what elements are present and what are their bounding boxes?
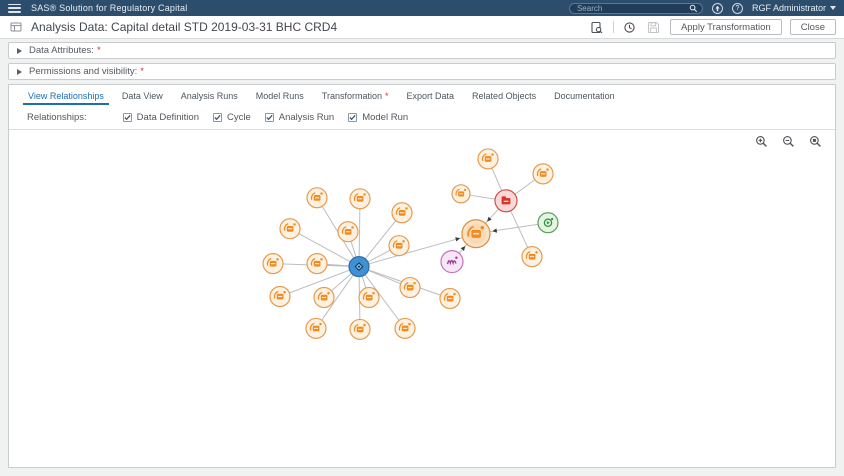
search-input[interactable] (576, 3, 689, 13)
relationship-graph-canvas[interactable] (9, 130, 835, 467)
zoom-fit-icon[interactable] (807, 134, 823, 148)
user-name: RGF Administrator (751, 3, 826, 13)
edge-arrowhead (487, 216, 492, 222)
graph-node-d4[interactable] (279, 218, 301, 240)
apply-transformation-button[interactable]: Apply Transformation (669, 19, 782, 35)
tab-label: Export Data (406, 91, 455, 101)
graph-node-d8[interactable] (306, 253, 328, 275)
graph-node-d5[interactable] (337, 221, 359, 243)
required-asterisk: * (96, 45, 101, 56)
graph-node-hub[interactable] (461, 219, 491, 249)
graph-node-d10[interactable] (269, 285, 291, 308)
graph-node-d2[interactable] (349, 188, 371, 210)
graph-node-pink[interactable] (440, 250, 464, 274)
tab-label: View Relationships (28, 91, 104, 101)
main-panel: View Relationships Data View Analysis Runs… (8, 84, 836, 468)
app-title: SAS® Solution for Regulatory Capital (31, 3, 188, 13)
graph-controls (753, 134, 823, 148)
save-icon[interactable] (646, 19, 662, 35)
filter-label: Data Definition (136, 111, 199, 123)
graph-node-d9[interactable] (399, 276, 421, 299)
filter-model-run[interactable]: Model Run (348, 112, 408, 123)
relationships-label: Relationships: (27, 111, 87, 123)
tab-analysis-runs[interactable]: Analysis Runs (172, 88, 247, 105)
edge-arrowhead (455, 237, 461, 242)
filter-divider (9, 129, 835, 130)
tab-model-runs[interactable]: Model Runs (247, 88, 313, 105)
graph-node-d13[interactable] (439, 287, 461, 310)
zoom-in-icon[interactable] (753, 134, 769, 148)
analysis-data-icon (10, 21, 22, 33)
graph-node-c2[interactable] (532, 163, 554, 185)
caret-right-icon (17, 68, 22, 75)
graph-node-green[interactable] (537, 212, 559, 234)
tab-label: Documentation (554, 91, 615, 101)
tab-transformation[interactable]: Transformation * (313, 88, 398, 105)
tab-label: Model Runs (255, 91, 304, 101)
filter-label: Model Run (362, 111, 409, 123)
search-icon[interactable] (689, 4, 698, 13)
chevron-down-icon (830, 6, 836, 10)
preview-icon[interactable] (589, 19, 605, 35)
checkbox-model-run[interactable] (348, 112, 358, 122)
user-menu[interactable]: RGF Administrator (752, 3, 836, 13)
tab-label: Analysis Runs (180, 91, 238, 101)
required-asterisk: * (140, 66, 144, 77)
filter-cycle[interactable]: Cycle (212, 111, 251, 123)
user-icon[interactable] (711, 2, 723, 14)
tab-label: Related Objects (472, 91, 537, 101)
graph-node-focus[interactable] (348, 256, 370, 278)
filter-label: Analysis Run (278, 111, 335, 123)
filter-label: Cycle (226, 111, 251, 123)
tab-related-objects[interactable]: Related Objects (463, 88, 545, 105)
graph-node-d11[interactable] (313, 286, 335, 309)
checkbox-analysis-run[interactable] (264, 112, 274, 122)
relationship-graph (9, 130, 835, 467)
data-attributes-panel[interactable]: Data Attributes: * (8, 42, 836, 59)
zoom-out-icon[interactable] (780, 134, 796, 148)
checkbox-cycle[interactable] (212, 112, 222, 122)
caret-right-icon (17, 47, 22, 54)
tab-export-data[interactable]: Export Data (398, 88, 464, 105)
checkbox-data-definition[interactable] (122, 112, 132, 122)
graph-node-d12[interactable] (358, 286, 380, 309)
graph-node-d7[interactable] (262, 253, 284, 275)
tab-label: Data View (121, 91, 163, 101)
edge-arrowhead (460, 246, 466, 252)
help-icon[interactable]: ? (731, 2, 743, 14)
tab-documentation[interactable]: Documentation (545, 88, 624, 105)
filter-data-definition[interactable]: Data Definition (122, 111, 199, 123)
graph-node-d6[interactable] (388, 235, 410, 257)
relationships-filter-row: Relationships: Data Definition Cycle Analy… (9, 105, 835, 129)
permissions-visibility-panel[interactable]: Permissions and visibility: * (8, 63, 836, 80)
search-box[interactable] (568, 2, 703, 14)
tab-data-view[interactable]: Data View (113, 88, 172, 105)
content: Data Attributes: * Permissions and visib… (0, 39, 844, 476)
permissions-visibility-label: Permissions and visibility: (29, 66, 138, 77)
graph-node-d15[interactable] (349, 318, 371, 340)
tab-bar: View Relationships Data View Analysis Runs… (9, 85, 835, 105)
filter-analysis-run[interactable]: Analysis Run (264, 111, 335, 123)
graph-node-d3[interactable] (391, 202, 413, 224)
app-bar: SAS® Solution for Regulatory Capital ? R… (0, 0, 844, 16)
page-title: Analysis Data: Capital detail STD 2019-0… (31, 20, 338, 34)
tab-label: Transformation (321, 91, 382, 101)
data-attributes-label: Data Attributes: (29, 45, 94, 56)
graph-node-d16[interactable] (394, 317, 416, 339)
close-button[interactable]: Close (789, 19, 836, 35)
menu-icon[interactable] (8, 3, 21, 13)
graph-node-d1[interactable] (306, 187, 328, 209)
graph-node-c4[interactable] (521, 246, 543, 268)
history-icon[interactable] (622, 19, 638, 35)
toolbar-divider (612, 21, 614, 33)
edge-arrowhead (492, 228, 498, 233)
title-bar: Analysis Data: Capital detail STD 2019-0… (0, 16, 844, 39)
graph-node-c1[interactable] (477, 148, 499, 170)
required-asterisk: * (385, 91, 389, 101)
tab-view-relationships[interactable]: View Relationships (19, 88, 113, 105)
graph-node-c3[interactable] (451, 184, 471, 204)
graph-node-red[interactable] (494, 189, 518, 213)
graph-node-d14[interactable] (305, 317, 327, 339)
